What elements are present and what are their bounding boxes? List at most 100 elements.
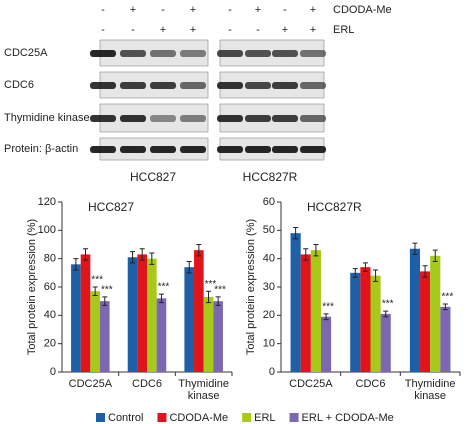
- error-bar: [293, 227, 299, 240]
- error-bar: [149, 252, 155, 265]
- treatment-sign: +: [130, 4, 136, 16]
- blot-band: [300, 50, 326, 57]
- x-tick-label: CDC6: [355, 378, 386, 390]
- blot-band: [90, 50, 116, 57]
- y-tick-label: 40: [44, 309, 56, 321]
- cell-line-label: HCC827R: [243, 170, 298, 184]
- y-tick-label: 0: [50, 366, 56, 378]
- legend-swatch: [157, 413, 167, 422]
- x-tick-label: CDC6: [132, 378, 162, 390]
- treatment-sign: +: [282, 24, 288, 36]
- legend-swatch: [289, 413, 299, 422]
- blot-band: [120, 82, 146, 89]
- blot-band: [272, 115, 298, 122]
- legend-label: CDODA-Me: [169, 412, 228, 424]
- bar: [370, 275, 381, 372]
- error-bar: [139, 248, 145, 261]
- bar: [90, 291, 100, 372]
- protein-label: CDC6: [4, 79, 34, 91]
- treatment-sign: +: [190, 4, 196, 16]
- error-bar: [303, 248, 309, 261]
- bar: [194, 250, 204, 372]
- blot-band: [90, 82, 116, 89]
- treatment-sign: -: [161, 4, 165, 16]
- error-bar: [205, 290, 211, 304]
- y-tick-label: 60: [44, 281, 56, 293]
- error-bar: [383, 310, 389, 318]
- significance: ***: [158, 282, 170, 293]
- legend-label: ERL: [254, 412, 275, 424]
- y-axis-label: Total protein expression (%): [26, 219, 38, 355]
- x-tick-label: CDC25A: [68, 378, 113, 390]
- significance: ***: [322, 302, 334, 313]
- y-tick-label: 20: [263, 309, 275, 321]
- bar: [290, 233, 301, 372]
- blot-band: [245, 115, 271, 122]
- blot-band: [120, 50, 146, 57]
- chart-title: HCC827R: [307, 200, 362, 214]
- treatment-sign: +: [310, 4, 316, 16]
- bar: [71, 264, 81, 372]
- protein-label: CDC25A: [4, 47, 48, 59]
- legend-label: ERL + CDODA-Me: [302, 412, 394, 424]
- significance: ***: [382, 299, 394, 310]
- treatment-label: CDODA-Me: [333, 4, 392, 16]
- blot-band: [300, 146, 326, 153]
- blot-band: [217, 115, 243, 122]
- blot-band: [272, 82, 298, 89]
- bar: [430, 255, 441, 372]
- blot-band: [90, 115, 116, 122]
- treatment-sign: -: [228, 4, 232, 16]
- blot-band: [180, 146, 206, 153]
- significance: ***: [205, 279, 217, 290]
- cell-line-label: HCC827: [130, 170, 176, 184]
- bar: [300, 254, 311, 372]
- error-bar: [186, 261, 192, 274]
- blot-band: [217, 146, 243, 153]
- error-bar: [196, 244, 202, 257]
- blot-band: [90, 146, 116, 153]
- treatment-sign: +: [310, 24, 316, 36]
- error-bar: [432, 249, 438, 262]
- bar: [147, 258, 157, 372]
- error-bar: [313, 244, 319, 257]
- blot-band: [217, 82, 243, 89]
- y-tick-label: 40: [263, 253, 275, 265]
- blot-band: [150, 82, 176, 89]
- y-tick-label: 60: [263, 196, 275, 208]
- blot-band: [272, 146, 298, 153]
- bar: [127, 257, 138, 372]
- bar: [350, 272, 361, 372]
- chart-title: HCC827: [88, 200, 134, 214]
- bar: [213, 301, 223, 372]
- y-tick-label: 0: [269, 366, 275, 378]
- y-tick-label: 80: [44, 253, 56, 265]
- blot-band: [300, 115, 326, 122]
- treatment-sign: -: [228, 24, 232, 36]
- bar: [310, 250, 321, 372]
- legend-swatch: [96, 413, 105, 422]
- error-bar: [102, 296, 108, 306]
- treatment-label: ERL: [333, 24, 354, 36]
- error-bar: [158, 293, 164, 304]
- blot-band: [300, 82, 326, 89]
- bar: [420, 271, 431, 372]
- bar: [80, 254, 91, 372]
- blot-band: [120, 146, 146, 153]
- blot-band: [180, 115, 206, 122]
- y-tick-label: 120: [38, 196, 56, 208]
- protein-label: Thymidine kinase: [4, 112, 90, 124]
- treatment-sign: -: [101, 4, 105, 16]
- legend-swatch: [242, 413, 252, 422]
- bar: [440, 306, 451, 372]
- treatment-sign: -: [256, 24, 260, 36]
- treatment-sign: +: [190, 24, 196, 36]
- legend-label: Control: [108, 412, 143, 424]
- blot-band: [150, 115, 176, 122]
- error-bar: [215, 296, 221, 306]
- error-bar: [352, 268, 358, 278]
- blot-band: [245, 82, 271, 89]
- y-tick-label: 10: [263, 338, 275, 350]
- x-tick-label: CDC25A: [289, 378, 333, 390]
- error-bar: [92, 286, 98, 296]
